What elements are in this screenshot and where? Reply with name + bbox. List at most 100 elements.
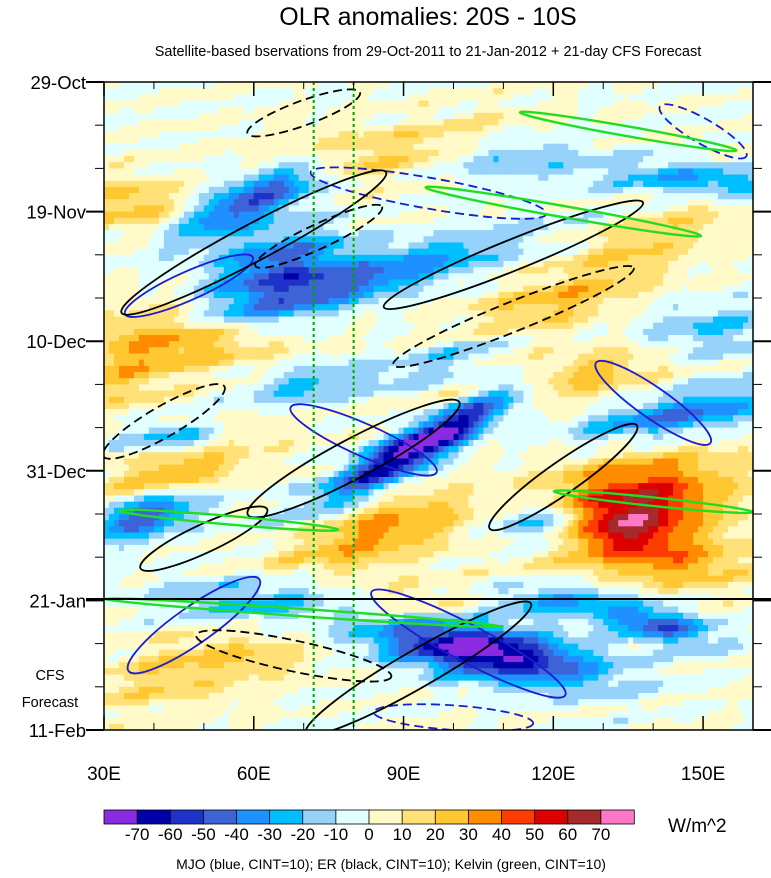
anomaly-cell <box>718 143 724 151</box>
anomaly-cell <box>668 143 674 151</box>
anomaly-cell <box>398 82 405 89</box>
anomaly-cell <box>643 205 649 213</box>
anomaly-cell <box>273 174 280 182</box>
anomaly-cell <box>518 279 524 287</box>
anomaly-cell <box>453 199 460 207</box>
anomaly-cell <box>293 119 300 126</box>
anomaly-cell <box>538 304 544 311</box>
anomaly-cell <box>468 298 475 305</box>
anomaly-cell <box>258 279 265 287</box>
anomaly-cell <box>108 298 115 305</box>
anomaly-cell <box>183 119 190 126</box>
anomaly-cell <box>623 106 629 114</box>
anomaly-cell <box>673 143 679 151</box>
anomaly-cell <box>603 248 609 256</box>
anomaly-cell <box>258 82 265 89</box>
anomaly-cell <box>238 254 245 262</box>
anomaly-cell <box>208 316 215 324</box>
anomaly-cell <box>313 316 320 324</box>
anomaly-cell <box>423 131 430 139</box>
anomaly-cell <box>458 298 465 305</box>
anomaly-cell <box>578 180 584 188</box>
anomaly-cell <box>378 156 385 163</box>
anomaly-cell <box>238 82 245 89</box>
anomaly-cell <box>513 279 519 287</box>
anomaly-cell <box>563 310 569 318</box>
anomaly-cell <box>223 112 230 120</box>
anomaly-cell <box>733 119 739 126</box>
anomaly-cell <box>328 223 335 231</box>
anomaly-cell <box>193 186 200 194</box>
anomaly-cell <box>483 168 490 176</box>
anomaly-cell <box>673 285 679 293</box>
anomaly-cell <box>423 119 430 126</box>
anomaly-cell <box>443 168 450 176</box>
anomaly-cell <box>363 94 370 102</box>
anomaly-cell <box>273 162 280 169</box>
anomaly-cell <box>563 260 569 268</box>
anomaly-cell <box>448 131 455 139</box>
anomaly-cell <box>703 125 709 132</box>
anomaly-cell <box>358 125 365 132</box>
anomaly-cell <box>573 193 579 200</box>
anomaly-cell <box>298 119 305 126</box>
anomaly-cell <box>553 230 559 237</box>
anomaly-cell <box>513 156 519 163</box>
anomaly-cell <box>723 291 729 299</box>
anomaly-cell <box>288 230 295 237</box>
anomaly-cell <box>363 260 370 268</box>
anomaly-cell <box>663 304 669 311</box>
anomaly-cell <box>403 193 410 200</box>
anomaly-cell <box>148 94 155 102</box>
anomaly-cell <box>598 186 604 194</box>
anomaly-cell <box>733 310 739 318</box>
anomaly-cell <box>243 131 250 139</box>
anomaly-cell <box>323 242 330 250</box>
anomaly-cell <box>158 180 165 188</box>
anomaly-cell <box>248 143 255 151</box>
anomaly-cell <box>733 304 739 311</box>
anomaly-cell <box>193 149 200 157</box>
anomaly-cell <box>263 143 270 151</box>
anomaly-cell <box>178 94 185 102</box>
anomaly-cell <box>258 88 265 95</box>
anomaly-cell <box>358 137 365 145</box>
anomaly-cell <box>213 304 220 311</box>
anomaly-cell <box>428 156 435 163</box>
anomaly-cell <box>318 254 325 262</box>
anomaly-cell <box>518 131 524 139</box>
anomaly-cell <box>743 279 749 287</box>
anomaly-cell <box>208 180 215 188</box>
anomaly-cell <box>408 162 415 169</box>
anomaly-cell <box>113 291 120 299</box>
anomaly-cell <box>673 149 679 157</box>
anomaly-cell <box>188 149 195 157</box>
anomaly-cell <box>268 180 275 188</box>
anomaly-cell <box>718 217 724 225</box>
anomaly-cell <box>553 125 559 132</box>
anomaly-cell <box>643 94 649 102</box>
anomaly-cell <box>513 143 519 151</box>
anomaly-cell <box>363 119 370 126</box>
anomaly-cell <box>163 137 170 145</box>
anomaly-cell <box>668 205 674 213</box>
anomaly-cell <box>668 242 674 250</box>
anomaly-cell <box>423 186 430 194</box>
anomaly-cell <box>528 82 534 89</box>
anomaly-cell <box>283 267 290 274</box>
anomaly-cell <box>433 162 440 169</box>
anomaly-cell <box>588 137 594 145</box>
anomaly-cell <box>578 193 584 200</box>
anomaly-cell <box>203 205 210 213</box>
anomaly-cell <box>193 291 200 299</box>
anomaly-cell <box>243 137 250 145</box>
anomaly-cell <box>358 279 365 287</box>
anomaly-cell <box>118 260 125 268</box>
anomaly-cell <box>378 137 385 145</box>
anomaly-cell <box>203 125 210 132</box>
anomaly-cell <box>353 242 360 250</box>
anomaly-cell <box>663 211 669 219</box>
anomaly-cell <box>118 230 125 237</box>
anomaly-cell <box>733 230 739 237</box>
anomaly-cell <box>543 156 549 163</box>
